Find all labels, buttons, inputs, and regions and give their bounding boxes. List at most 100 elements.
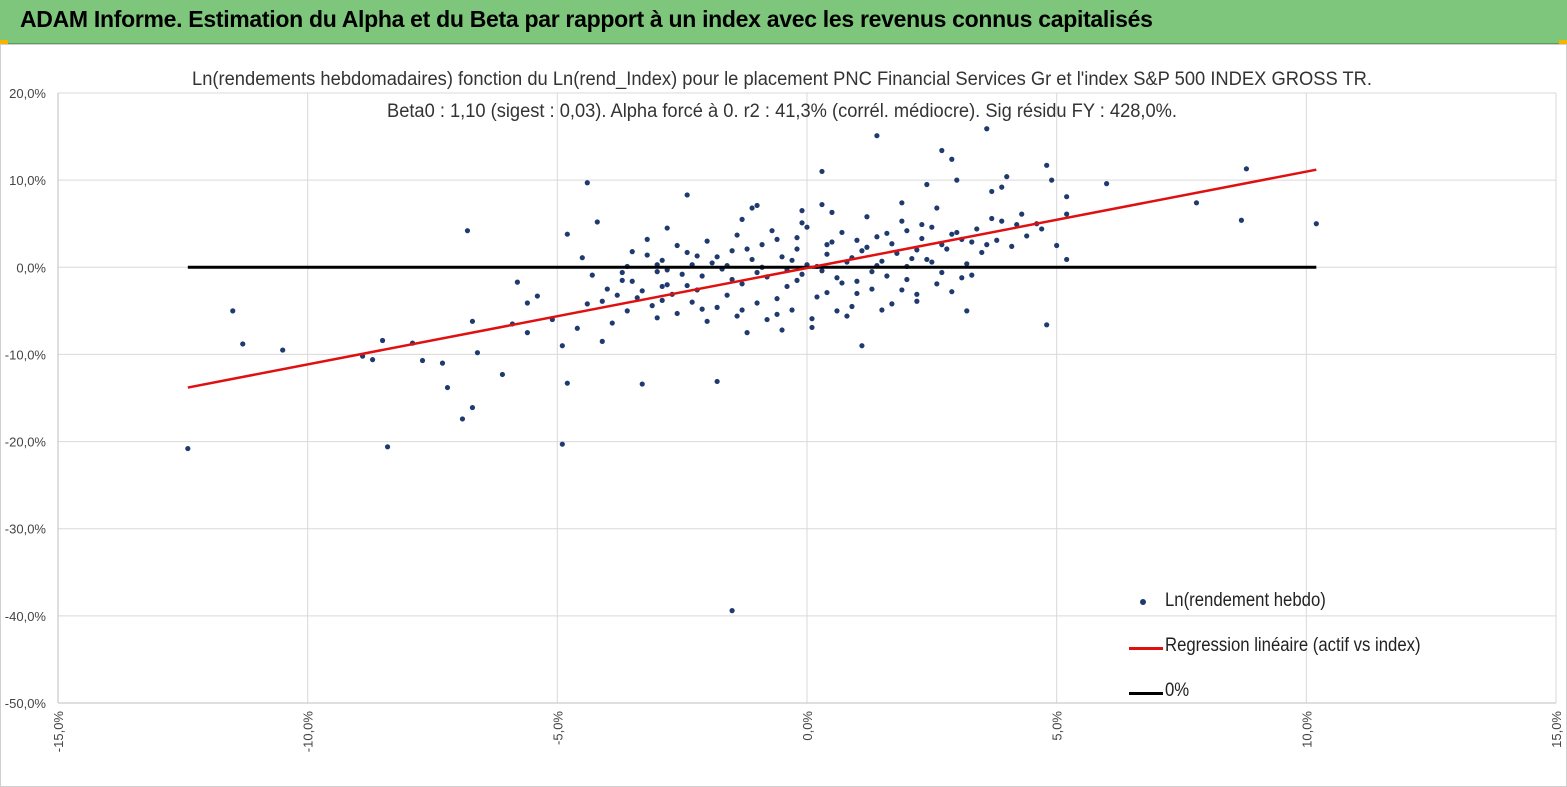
data-point <box>824 289 830 296</box>
data-point <box>809 324 815 331</box>
data-point <box>654 315 660 321</box>
report-title: ADAM Informe. Estimation du Alpha et du … <box>20 6 1153 32</box>
legend-label-regression: Regression linéaire (actif vs index) <box>1165 635 1421 656</box>
data-point <box>884 230 890 236</box>
data-point <box>964 308 970 314</box>
data-point <box>899 218 905 224</box>
data-point <box>694 253 700 259</box>
data-point <box>649 303 655 309</box>
data-point <box>854 290 860 297</box>
data-point <box>899 287 905 293</box>
data-point <box>589 272 595 278</box>
data-point <box>629 249 635 255</box>
data-point <box>914 291 920 297</box>
data-point <box>849 303 855 310</box>
data-point <box>1004 174 1010 180</box>
data-point <box>964 261 970 267</box>
data-point <box>804 224 810 230</box>
data-point <box>924 256 930 263</box>
data-point <box>439 360 446 366</box>
data-point <box>914 247 920 253</box>
data-point <box>659 283 665 290</box>
data-point <box>839 280 845 286</box>
data-point <box>684 282 690 289</box>
data-point <box>969 272 975 278</box>
data-point <box>684 192 690 198</box>
data-point <box>664 225 670 231</box>
data-point <box>949 289 955 295</box>
data-point <box>599 298 605 304</box>
y-tick-label: -30,0% <box>5 522 47 537</box>
data-point <box>639 288 645 294</box>
data-point <box>834 275 840 281</box>
data-point <box>1243 166 1250 172</box>
legend-marker-black-line <box>1129 692 1163 695</box>
data-point <box>534 293 540 299</box>
x-tick-label: 15,0% <box>1549 711 1564 748</box>
data-point <box>859 248 865 254</box>
data-point <box>724 292 730 298</box>
data-point <box>864 244 870 250</box>
data-point <box>769 228 775 234</box>
data-point <box>909 255 915 262</box>
data-point <box>939 269 945 276</box>
data-point <box>674 242 680 249</box>
data-point <box>704 238 710 244</box>
data-point <box>839 229 845 236</box>
gridlines <box>57 92 1557 704</box>
data-point <box>1039 226 1045 232</box>
data-point <box>1238 217 1245 223</box>
y-tick-label: -40,0% <box>5 609 47 624</box>
x-tick-label: -10,0% <box>301 711 316 753</box>
data-point <box>749 256 755 263</box>
data-point <box>1064 194 1070 200</box>
data-point <box>729 248 735 254</box>
data-point <box>709 260 715 266</box>
data-point <box>1024 233 1030 239</box>
data-point <box>939 147 945 154</box>
data-point <box>914 298 920 304</box>
data-point <box>579 255 585 261</box>
data-point <box>854 237 860 243</box>
data-point <box>614 292 620 298</box>
x-tick-label: -5,0% <box>550 711 565 745</box>
data-point <box>689 299 695 305</box>
data-point <box>664 282 670 288</box>
data-point <box>829 239 835 245</box>
data-point <box>564 231 570 237</box>
data-point <box>1064 256 1070 263</box>
data-point <box>829 209 835 215</box>
data-point <box>794 246 800 252</box>
data-point <box>999 184 1005 190</box>
data-point <box>949 231 955 237</box>
data-point <box>574 325 580 331</box>
data-point <box>874 234 880 240</box>
y-tick-label: -20,0% <box>5 435 47 450</box>
data-point <box>984 126 990 132</box>
data-point <box>674 310 680 317</box>
x-tick-label: 0,0% <box>800 711 815 741</box>
data-point <box>524 300 530 306</box>
data-point <box>739 216 745 222</box>
data-point <box>819 201 825 208</box>
data-point <box>499 371 506 378</box>
data-point <box>379 337 386 344</box>
data-point <box>714 378 720 385</box>
data-point <box>679 271 685 277</box>
data-point <box>824 242 830 248</box>
data-point <box>969 239 975 245</box>
data-point <box>879 258 885 264</box>
data-point <box>734 313 740 319</box>
data-point <box>819 168 825 175</box>
data-point <box>699 273 705 279</box>
data-point <box>794 277 800 283</box>
data-point <box>599 338 605 344</box>
data-point <box>564 380 570 386</box>
data-point <box>729 276 735 283</box>
data-point <box>280 347 286 353</box>
x-tick-label: -15,0% <box>51 711 66 753</box>
data-point <box>994 237 1000 243</box>
data-point <box>1019 211 1025 217</box>
data-point <box>789 257 795 263</box>
data-point <box>764 316 770 323</box>
